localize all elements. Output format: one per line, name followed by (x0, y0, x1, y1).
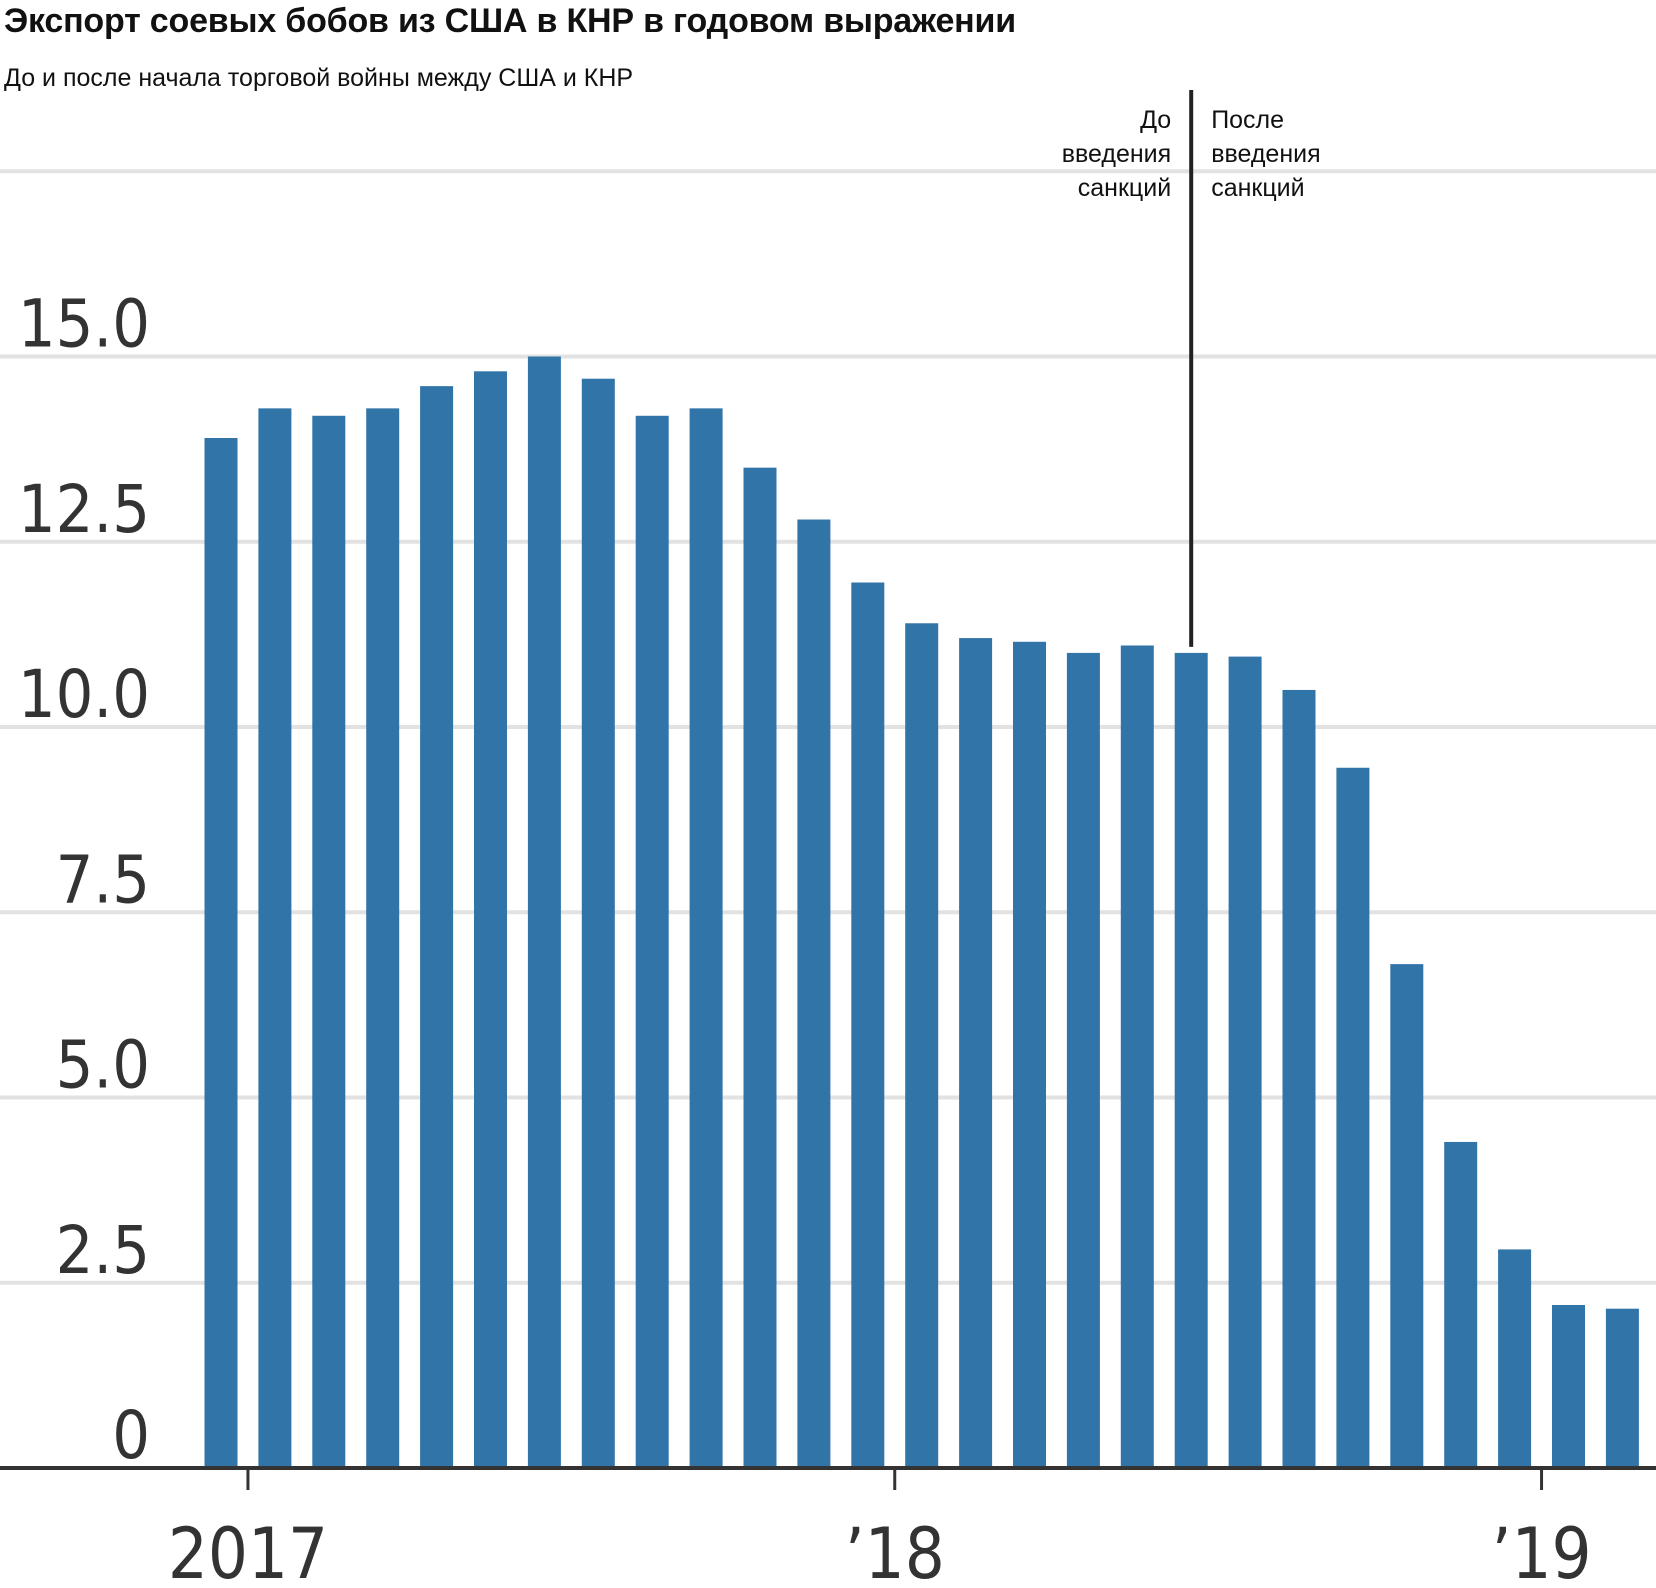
y-tick-label: 10.0 (18, 656, 150, 733)
x-tick-label: ’19 (1491, 1513, 1591, 1588)
bar (689, 408, 723, 1468)
bar (1066, 652, 1100, 1468)
annotation-before-label: введения (1062, 140, 1171, 168)
bar (420, 386, 454, 1468)
axes: 0 2.5 5.0 7.5 10.0 12.5 15.0 2017 ’18 ’19 (0, 286, 1656, 1588)
annotation-after-label: введения (1211, 140, 1320, 168)
bar (959, 638, 993, 1468)
bars (204, 356, 1639, 1469)
bar (1605, 1308, 1639, 1468)
bar (312, 415, 346, 1468)
bar (851, 582, 885, 1468)
bar (905, 623, 939, 1468)
y-tick-label: 2.5 (56, 1212, 150, 1289)
annotation-after-label: санкций (1211, 174, 1304, 202)
chart-title: Экспорт соевых бобов из США в КНР в годо… (4, 2, 1016, 40)
y-tick-label: 0 (112, 1397, 150, 1474)
bar (204, 438, 238, 1468)
chart-subtitle: До и после начала торговой войны между С… (4, 64, 634, 92)
bar (1390, 964, 1424, 1468)
bar (1336, 767, 1370, 1468)
x-tick-label: ’18 (845, 1513, 945, 1588)
sanction-annotation: До введения санкций После введения санкций (1062, 90, 1321, 647)
bar (1498, 1249, 1532, 1468)
bar (1444, 1141, 1478, 1468)
y-tick-label: 7.5 (56, 841, 150, 918)
bar (1174, 652, 1208, 1468)
bar (743, 467, 777, 1468)
annotation-after-label: После (1211, 106, 1284, 134)
bar (1228, 656, 1262, 1468)
bar (258, 408, 292, 1468)
y-tick-label: 5.0 (56, 1027, 150, 1104)
x-tick-label: 2017 (168, 1513, 328, 1588)
bar (366, 408, 400, 1468)
bar (474, 371, 507, 1468)
bar (1552, 1304, 1585, 1468)
bar (581, 378, 615, 1469)
bar (797, 519, 831, 1468)
y-tick-label: 15.0 (18, 286, 150, 363)
bar (1282, 689, 1316, 1468)
y-tick-label: 12.5 (18, 471, 150, 548)
bar (635, 415, 669, 1468)
bar (1013, 641, 1046, 1468)
annotation-before-label: До (1140, 106, 1171, 134)
bar (527, 356, 561, 1468)
annotation-before-label: санкций (1078, 174, 1171, 202)
bar (1120, 645, 1154, 1468)
